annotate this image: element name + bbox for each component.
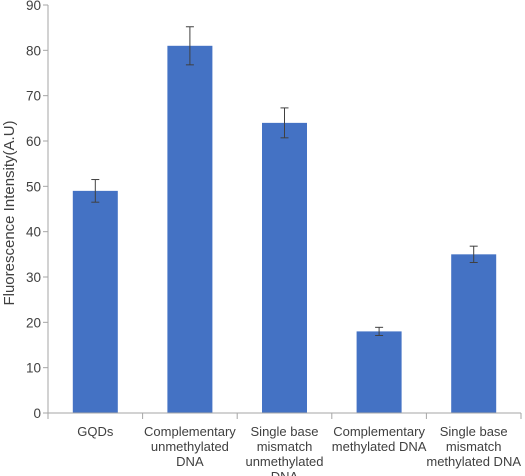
bar: [262, 122, 307, 413]
x-category-label-line: mismatch: [446, 439, 502, 454]
x-category-label-line: DNA: [271, 469, 299, 476]
x-category-label-line: Single base: [440, 424, 508, 439]
y-tick-label: 30: [26, 270, 41, 285]
bar: [451, 254, 497, 413]
y-axis-ticks: [43, 4, 48, 414]
x-category-label-line: unmethylated: [245, 454, 323, 469]
x-category-label-line: GQDs: [77, 424, 114, 439]
x-category-label-line: DNA: [176, 454, 204, 469]
bar: [356, 331, 402, 413]
bar: [167, 45, 213, 414]
x-category-label-line: Complementary: [333, 424, 425, 439]
y-tick-label: 80: [26, 43, 41, 58]
x-category-label-line: Complementary: [144, 424, 236, 439]
x-category-label-line: methylated DNA: [426, 454, 521, 469]
x-category-label-line: Single base: [251, 424, 319, 439]
y-tick-label: 70: [26, 89, 41, 104]
x-category-label: Single base mismatch methylated DNA: [426, 424, 521, 469]
bar: [72, 190, 118, 413]
y-tick-label: 20: [26, 315, 41, 330]
x-category-label-line: mismatch: [257, 439, 313, 454]
y-tick-label: 50: [26, 179, 41, 194]
x-category-label: Single basemismatchunmethylatedDNA: [245, 424, 323, 476]
bar-series: [72, 45, 497, 414]
y-tick-label: 60: [26, 134, 41, 149]
x-category-label-line: unmethylated: [151, 439, 229, 454]
y-tick-label: 0: [33, 406, 41, 421]
y-tick-label: 10: [26, 361, 41, 376]
y-tick-label: 40: [26, 225, 41, 240]
error-bars: [91, 26, 478, 336]
y-axis-tick-labels: 0 10 20 30 40 50 60 70 80 90: [26, 0, 41, 421]
x-category-label: Complementary methylated DNA: [332, 424, 427, 454]
x-category-label: Complementary unmethylated DNA: [144, 424, 236, 469]
x-category-label: GQDs: [77, 424, 114, 439]
x-category-label-line: methylated DNA: [332, 439, 427, 454]
axes: [47, 5, 521, 414]
x-axis-ticks: [47, 413, 522, 419]
y-tick-label: 90: [26, 0, 41, 13]
y-axis-title: Fluorescence Intensity(A.U): [1, 120, 18, 305]
